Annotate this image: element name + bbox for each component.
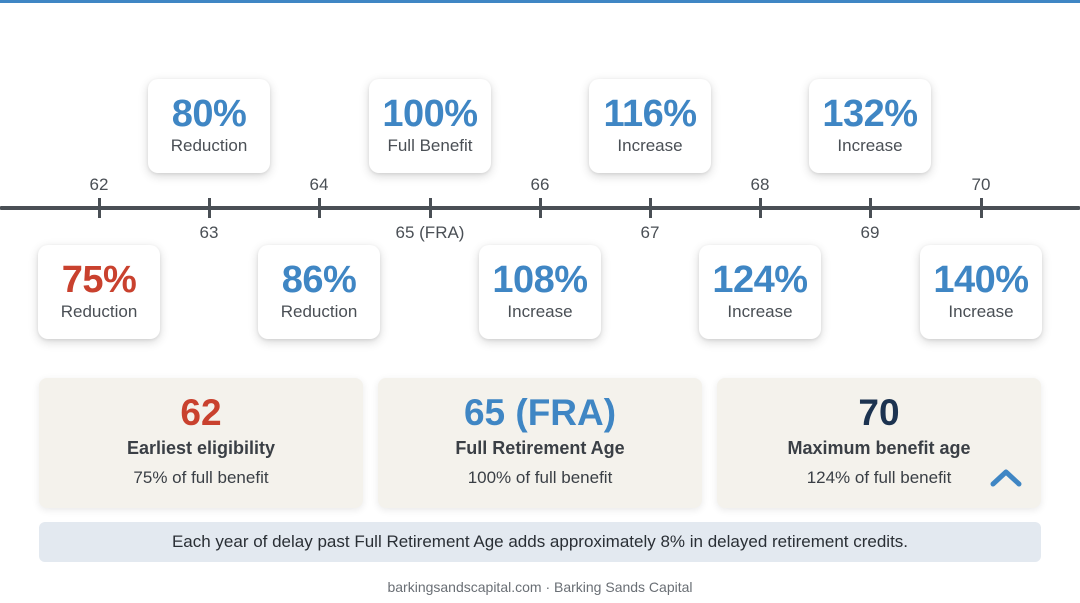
tick-label-68: 68 [750, 175, 770, 194]
benefit-card-67: 116% Increase [589, 79, 711, 173]
summary-age: 62 [180, 392, 222, 433]
tick-mark [869, 198, 872, 218]
summary-subtitle: 124% of full benefit [806, 468, 952, 487]
summary-card-fra: 65 (FRA) Full Retirement Age 100% of ful… [378, 378, 702, 508]
benefit-card-65: 100% Full Benefit [369, 79, 491, 173]
benefit-percent: 116% [603, 93, 697, 135]
tick-label-67: 67 [640, 223, 660, 242]
benefit-percent: 140% [933, 259, 1029, 301]
summary-title: Earliest eligibility [126, 438, 276, 458]
benefit-label: Reduction [170, 136, 248, 155]
tick-mark [980, 198, 983, 218]
tick-mark [429, 198, 432, 218]
benefit-label: Increase [948, 302, 1014, 321]
summary-age: 70 [858, 392, 900, 433]
tick-label-69: 69 [860, 223, 880, 242]
delayed-credits-note: Each year of delay past Full Retirement … [39, 522, 1041, 562]
tick-mark [759, 198, 762, 218]
benefit-label: Increase [837, 136, 903, 155]
benefit-label: Increase [617, 136, 683, 155]
summary-subtitle: 100% of full benefit [467, 468, 613, 487]
tick-label-66: 66 [530, 175, 550, 194]
benefit-label: Full Benefit [387, 136, 473, 155]
benefit-label: Increase [507, 302, 573, 321]
benefit-card-62: 75% Reduction [38, 245, 160, 339]
tick-label-64: 64 [309, 175, 329, 194]
summary-card-earliest: 62 Earliest eligibility 75% of full bene… [39, 378, 363, 508]
benefit-card-66: 108% Increase [479, 245, 601, 339]
chevron-up-icon[interactable] [989, 466, 1023, 488]
tick-mark [539, 198, 542, 218]
benefit-label: Increase [727, 302, 793, 321]
tick-mark [208, 198, 211, 218]
benefit-percent: 80% [171, 93, 247, 135]
tick-mark [649, 198, 652, 218]
tick-mark [318, 198, 321, 218]
benefit-label: Reduction [280, 302, 358, 321]
tick-label-63: 63 [199, 223, 219, 242]
tick-label-70: 70 [971, 175, 991, 194]
top-accent-rule [0, 0, 1080, 3]
benefit-percent: 75% [61, 259, 137, 301]
benefit-card-69: 132% Increase [809, 79, 931, 173]
summary-title: Maximum benefit age [787, 438, 971, 458]
tick-label-65: 65 (FRA) [395, 223, 465, 242]
footer-credit: barkingsandscapital.com · Barking Sands … [387, 579, 693, 595]
summary-title: Full Retirement Age [455, 438, 625, 458]
tick-mark [98, 198, 101, 218]
benefit-percent: 86% [281, 259, 357, 301]
benefit-percent: 100% [382, 93, 478, 135]
benefit-card-70: 140% Increase [920, 245, 1042, 339]
benefit-label: Reduction [60, 302, 138, 321]
benefit-card-63: 80% Reduction [148, 79, 270, 173]
benefit-card-64: 86% Reduction [258, 245, 380, 339]
benefit-card-68: 124% Increase [699, 245, 821, 339]
benefit-percent: 124% [712, 259, 808, 301]
summary-age: 65 (FRA) [463, 392, 617, 433]
benefit-percent: 132% [822, 93, 918, 135]
summary-card-maximum: 70 Maximum benefit age 124% of full bene… [717, 378, 1041, 508]
benefit-percent: 108% [492, 259, 588, 301]
tick-label-62: 62 [89, 175, 109, 194]
summary-subtitle: 75% of full benefit [133, 468, 269, 487]
